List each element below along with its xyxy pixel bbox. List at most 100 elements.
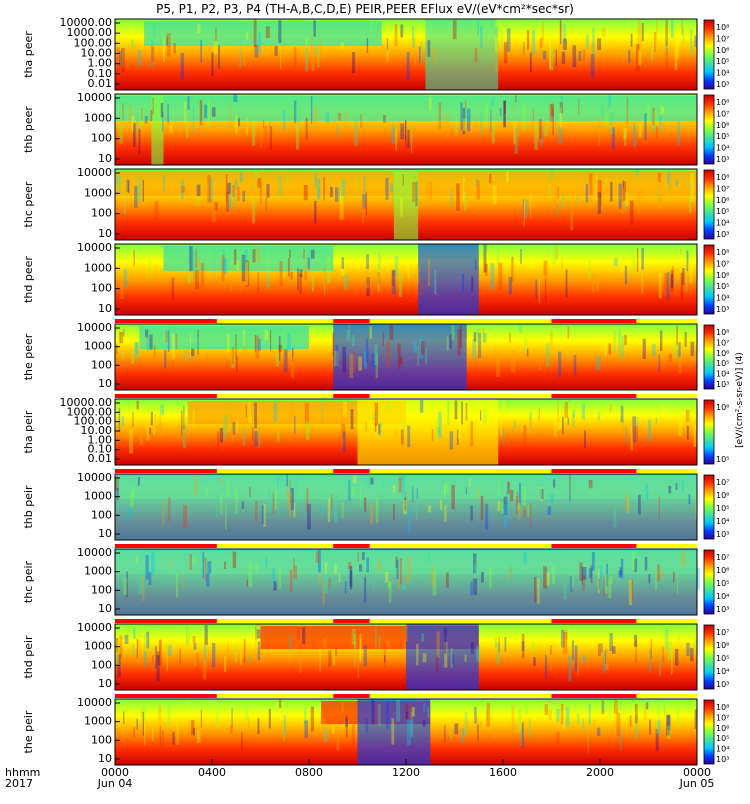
spectrogram-texture [138,181,141,203]
spectrogram-texture [167,330,170,353]
spectrogram-texture [555,246,559,260]
spectrogram-texture [671,649,673,675]
spectrogram-texture [145,329,149,338]
colorbar-tick-label: 10⁵ [716,132,729,141]
spectrogram-texture [595,175,598,201]
spectrogram-texture [377,264,380,292]
spectrogram-texture [444,642,448,668]
spectrogram-texture [598,117,601,146]
spectrogram-texture [262,410,265,436]
spectrogram-texture [539,37,543,48]
spectrogram-texture [446,123,448,138]
y-tick-label: 1000 [84,111,112,124]
spectrogram-texture [605,178,608,187]
spectrogram-texture [597,192,601,214]
spectrogram-texture [158,705,162,725]
spectrogram-texture [513,104,515,113]
spectrogram-texture [289,505,291,518]
spectrogram-texture [560,20,562,45]
spectrogram-texture [156,655,160,681]
spectrogram-texture [450,728,452,739]
spectrogram-texture [503,100,506,128]
spectrogram-texture [428,258,431,287]
spectrogram-texture [192,411,195,427]
y-tick-label: 100 [91,583,112,596]
spectrogram-texture [403,499,407,515]
spectrogram-texture [337,113,342,121]
spectrogram-texture [588,186,592,203]
spectrogram-texture [245,405,247,418]
spectrogram-texture [483,409,488,425]
spectrogram-texture [197,731,201,743]
spectrogram-texture [227,644,229,661]
spectrogram-texture [197,23,201,34]
colorbar-tick-label: 10⁷ [716,553,729,562]
colorbar [703,324,715,390]
spectrogram-texture [477,20,480,37]
colorbar [703,94,715,165]
spectrogram-texture [642,338,646,360]
spectrogram-texture [378,422,382,436]
spectrogram-texture [137,176,141,200]
spectrogram-texture [245,260,250,287]
spectrogram-texture [323,176,325,201]
spectrogram-texture [393,504,395,520]
spectrogram-texture [224,258,228,275]
y-tick-label: 1000 [84,715,112,728]
spectrogram-texture [357,259,361,269]
spectrogram-texture [678,635,680,644]
spectrogram-texture [376,701,379,728]
spectrogram-texture [413,341,417,353]
spectrogram-texture [473,553,477,574]
spectrogram-texture [236,355,238,373]
mode-bar [115,694,697,698]
spectrogram-texture [134,341,139,355]
spectrogram-texture [602,651,607,673]
spectrogram-texture [457,423,462,439]
spectrogram-texture [497,710,499,723]
spectrogram-texture [325,562,327,574]
colorbar-tick-label: 10⁶ [716,566,729,575]
spectrogram-texture [297,268,299,290]
spectrogram-texture [582,575,586,591]
spectrogram-texture [694,709,697,730]
mode-bar-segment [551,544,637,548]
spectrogram-texture [375,626,377,650]
spectrogram-texture [278,20,282,43]
spectrogram-texture [340,42,345,50]
spectrogram-texture [491,100,494,108]
spectrogram-texture [662,405,665,417]
spectrogram-texture [204,645,207,665]
spectrogram-texture [675,483,678,490]
spectrogram-texture [252,41,254,52]
spectrogram-texture [186,116,189,138]
spectrogram-texture [153,418,156,435]
spectrogram-texture [385,177,389,200]
spectrogram-texture [325,112,329,123]
spectrogram-texture [175,333,178,350]
y-tick-label: 100.00 [74,415,113,428]
spectrogram-texture [350,409,354,430]
spectrogram-texture [613,699,618,714]
spectrogram-texture [422,719,426,728]
spectrogram-texture [152,22,156,38]
spectrogram-texture [596,279,599,292]
spectrogram-texture [258,427,261,448]
spectrogram-texture [333,496,338,523]
spectrogram-texture [341,423,346,439]
y-axis-label: the peer [22,333,35,380]
spectrogram-texture [392,485,396,493]
spectrogram-texture [490,263,495,290]
spectrogram-region [151,94,164,165]
spectrogram-texture [558,21,563,49]
y-axis-label: tha peer [22,31,35,78]
spectrogram-texture [641,273,643,295]
spectrogram-texture [644,113,647,140]
colorbar [703,169,715,240]
spectrogram-texture [372,565,375,590]
spectrogram-texture [236,128,238,136]
spectrogram-texture [396,699,401,722]
spectrogram-texture [597,411,600,421]
spectrogram-texture [130,25,133,34]
